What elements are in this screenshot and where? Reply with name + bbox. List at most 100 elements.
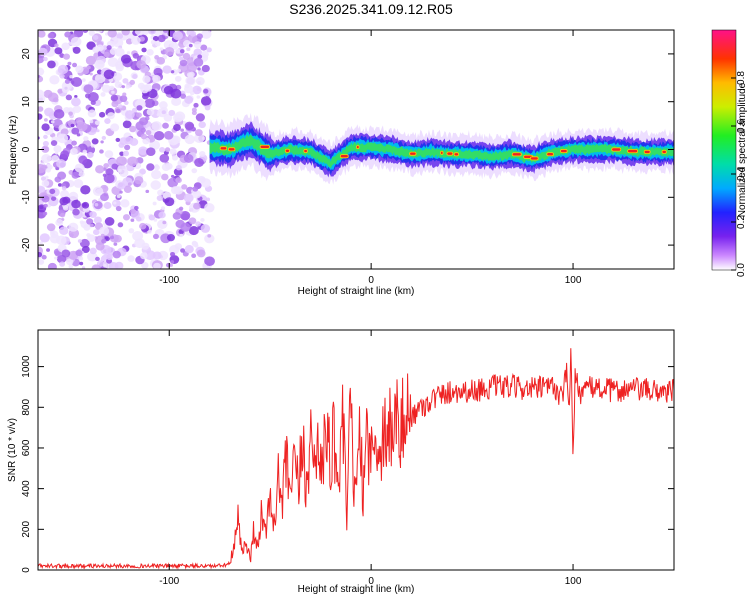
noise-blob [180,222,191,232]
noise-blob [195,221,201,227]
noise-blob [174,243,183,250]
noise-blob [61,86,70,93]
noise-blob [56,235,67,246]
noise-blob [74,94,78,99]
noise-blob [200,224,211,233]
noise-blob [41,145,50,153]
noise-blob [38,47,48,57]
noise-blob [119,95,128,103]
noise-blob [71,199,81,209]
noise-blob [193,133,205,144]
noise-blob [118,104,123,109]
noise-blob [85,93,91,99]
noise-blob [125,84,130,89]
noise-blob [95,256,100,262]
noise-blob [72,46,81,54]
noise-blob [181,184,188,190]
spectrogram-ytick-label: 20 [21,48,32,60]
noise-blob [140,252,148,260]
noise-blob [184,121,195,131]
noise-blob [68,111,73,116]
noise-blob [100,233,105,238]
noise-blob [146,147,156,157]
noise-blob [114,79,120,84]
ridge-peak [220,147,227,150]
noise-blob [204,105,211,111]
ridge-peak [530,157,538,160]
ridge [209,112,674,185]
noise-blob [75,249,83,257]
noise-blob [70,36,82,47]
noise-blob [187,33,198,43]
noise-blob [111,90,115,94]
noise-blob [99,149,104,154]
noise-blob [161,110,166,115]
noise-blob [120,54,132,64]
noise-blob [57,133,69,144]
spectrogram-ylabel: Frequency (Hz) [8,116,19,185]
noise-blob [160,206,166,211]
noise-blob [98,226,110,236]
noise-blob [123,185,132,193]
noise-blob [49,188,56,195]
noise-blob [110,94,119,102]
noise-blob [90,100,96,106]
noise-blob [38,164,46,174]
noise-blob [42,211,48,216]
snr-frame [37,329,675,571]
noise-blob [163,85,174,95]
noise-blob [104,118,111,124]
ridge-peak [356,145,359,149]
noise-blob [39,233,50,243]
noise-blob [150,39,156,45]
noise-blob [201,64,210,73]
noise-blob [57,64,69,75]
noise-blob [144,116,150,121]
noise-blob [92,34,99,40]
noise-blob [205,197,211,202]
noise-blob [169,263,173,267]
ridge-peak [304,149,308,153]
noise-blob [122,214,130,221]
noise-blob [183,40,191,48]
noise-blob [166,234,175,242]
noise-blob [188,217,197,225]
noise-blob [51,155,59,162]
noise-blob [193,57,204,67]
noise-blob [156,112,161,117]
noise-blob [72,62,78,68]
noise-blob [89,119,94,124]
noise-blob [111,100,119,108]
noise-blob [184,245,194,254]
noise-blob [116,156,127,166]
noise-blob [139,168,146,175]
noise-blob [119,190,123,194]
noise-blob [191,253,197,258]
noise-blob [38,259,45,265]
noise-blob [50,120,55,124]
noise-blob [124,110,135,119]
noise-blob [157,219,168,230]
noise-blob [81,266,86,269]
noise-blob [164,197,175,207]
noise-blob [200,177,206,183]
noise-blob [87,109,97,118]
colorbar-tick-label: 0.4 [736,167,747,181]
noise-blob [95,242,105,251]
noise-blob [93,216,102,224]
noise-blob [46,223,56,232]
spectrogram-xtick-label: 100 [565,275,582,286]
noise-blob [65,94,73,101]
noise-blob [41,123,50,131]
noise-blob [170,174,175,178]
noise-blob [83,136,89,142]
spectrogram-ytick-label: -10 [21,190,32,205]
noise-blob [71,97,81,107]
noise-blob [112,72,123,81]
noise-blob [89,153,94,157]
noise-blob [134,176,144,185]
noise-blob [120,199,130,208]
noise-blob [38,94,46,103]
